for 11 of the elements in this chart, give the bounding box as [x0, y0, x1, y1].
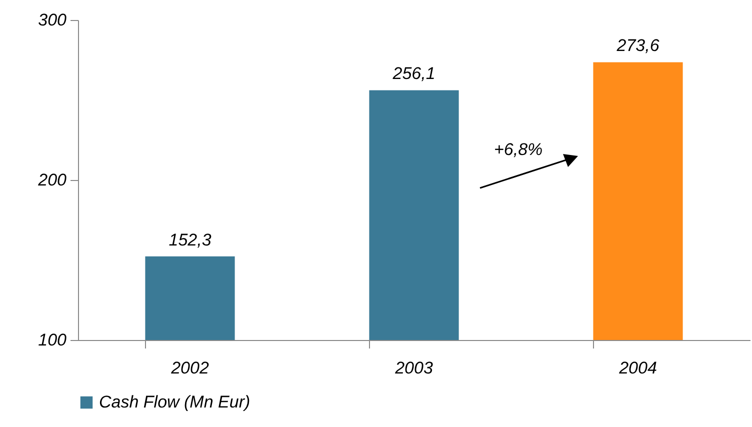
x-tick-label: 2003: [394, 358, 434, 378]
data-label: 256,1: [392, 64, 436, 84]
y-tick-label: 200: [37, 170, 68, 190]
y-tick-label: 300: [38, 10, 68, 30]
data-label: 273,6: [616, 36, 660, 56]
annotation: +6,8%: [494, 140, 543, 160]
data-label: 152,3: [168, 230, 212, 250]
x-tick-label: 2004: [618, 358, 657, 378]
x-tick-label: 2002: [170, 358, 210, 378]
y-tick-label: 100: [38, 330, 68, 350]
legend-label: Cash Flow (Mn Eur): [99, 392, 250, 412]
